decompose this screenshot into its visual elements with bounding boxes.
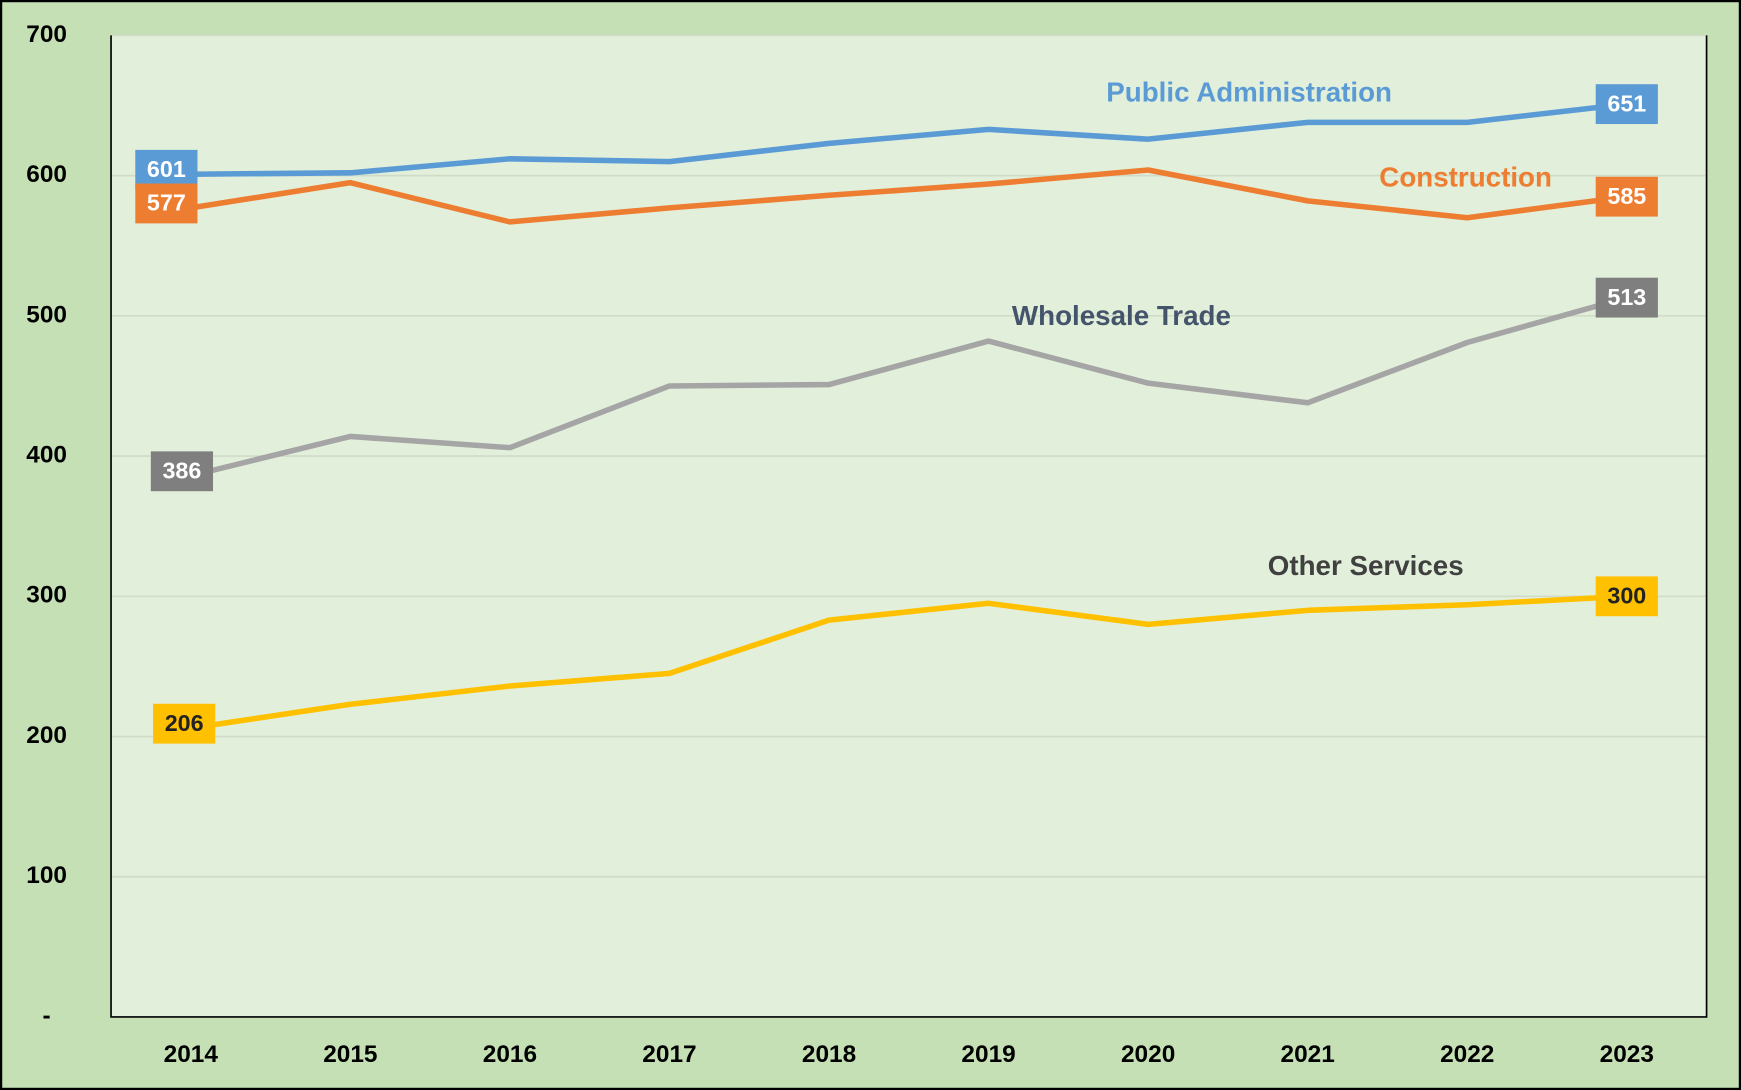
- series-line: [190, 294, 1628, 479]
- x-tick-label: 2022: [1440, 1041, 1494, 1068]
- axis-frame: [110, 35, 1708, 1018]
- data-label-box: [1595, 576, 1658, 617]
- y-tick-label: 200: [26, 722, 67, 749]
- x-tick-label: 2014: [164, 1041, 219, 1068]
- x-tick-label: 2020: [1121, 1041, 1175, 1068]
- x-tick-label: 2018: [802, 1041, 856, 1068]
- data-label-box: [153, 703, 216, 744]
- x-tick-label: 2015: [323, 1041, 377, 1068]
- data-label: 386: [162, 458, 201, 484]
- data-label-box: [135, 149, 198, 190]
- y-tick-label: 600: [26, 161, 67, 188]
- y-tick-label: 500: [26, 301, 67, 328]
- x-tick-label: 2016: [483, 1041, 537, 1068]
- data-label: 585: [1607, 183, 1646, 209]
- series-line: [190, 101, 1628, 177]
- data-label: 577: [147, 190, 186, 216]
- data-label: 601: [147, 156, 186, 182]
- y-tick-label: 700: [26, 21, 67, 48]
- x-tick-label: 2017: [642, 1041, 696, 1068]
- data-label-box: [1595, 176, 1658, 217]
- y-tick-label: -: [43, 1002, 51, 1029]
- y-tick-label: 300: [26, 582, 67, 609]
- series-label: Construction: [1379, 162, 1552, 193]
- x-tick-label: 2019: [961, 1041, 1015, 1068]
- data-label: 513: [1607, 284, 1646, 310]
- series-label: Other Services: [1268, 550, 1464, 581]
- series-label: Public Administration: [1106, 76, 1392, 107]
- data-label-box: [1595, 84, 1658, 125]
- data-label: 206: [165, 710, 204, 736]
- data-label: 300: [1607, 583, 1646, 609]
- data-label: 651: [1607, 90, 1646, 116]
- y-tick-label: 400: [26, 442, 67, 469]
- series-line: [190, 593, 1627, 731]
- data-label-box: [1595, 277, 1658, 318]
- data-label-box: [135, 183, 198, 224]
- y-tick-label: 100: [26, 862, 67, 889]
- x-tick-label: 2023: [1600, 1041, 1654, 1068]
- plot-area: [111, 35, 1707, 1017]
- series-line: [190, 167, 1628, 225]
- data-label-box: [150, 451, 214, 492]
- series-label: Wholesale Trade: [1012, 300, 1231, 331]
- x-tick-label: 2021: [1281, 1041, 1335, 1068]
